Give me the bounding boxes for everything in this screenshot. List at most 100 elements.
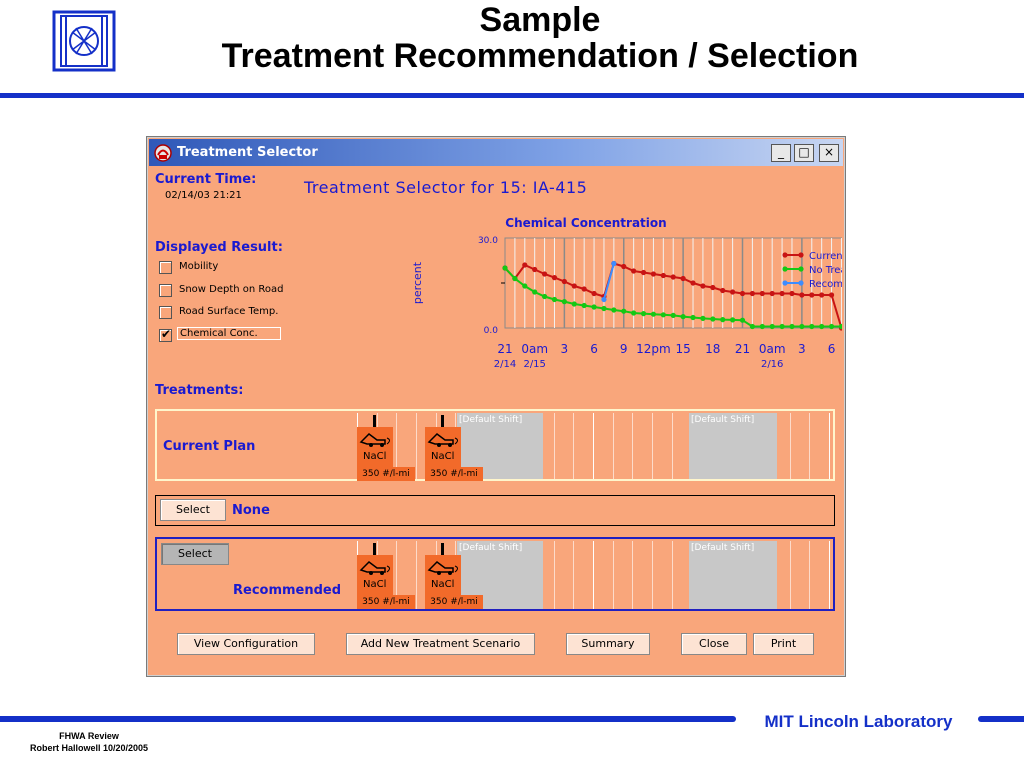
plow-truck-icon	[427, 561, 458, 575]
treatment-marker	[373, 415, 376, 429]
x-tick-label: 6	[590, 342, 598, 356]
chemical-concentration-chart: Chemical Concentration percent 30.0 0.0 …	[411, 216, 842, 370]
checkbox-box[interactable]: ✔	[159, 327, 172, 342]
series-point	[710, 284, 716, 291]
default-shift-block[interactable]: [Default Shift]	[689, 541, 777, 609]
timeline-grid-line	[829, 413, 830, 479]
select-none-button[interactable]: Select	[160, 499, 226, 521]
treatment-chemical: NaCl	[431, 451, 455, 462]
series-point	[680, 275, 686, 282]
select-recommended-button[interactable]: Select	[161, 543, 229, 565]
y-tick-min: 0.0	[484, 326, 499, 336]
print-button[interactable]: Print	[753, 633, 814, 655]
series-point	[799, 292, 805, 298]
series-point	[561, 278, 567, 285]
treatment-block	[425, 555, 461, 595]
timeline-grid-line	[416, 541, 417, 609]
footer-credits: FHWA Review Robert Hallowell 10/20/2005	[14, 730, 164, 754]
legend-entry: Current Plan (Rec)	[809, 251, 842, 262]
series-point	[720, 317, 726, 323]
x-tick-label: 12pm	[636, 342, 671, 356]
timeline-grid-line	[672, 541, 673, 609]
series-point	[819, 323, 825, 330]
default-shift-block[interactable]: [Default Shift]	[689, 413, 777, 479]
timeline-grid-line	[593, 541, 594, 609]
checkbox-box[interactable]	[159, 306, 172, 319]
panel-recommended: Select Recommended [Default Shift] [Defa…	[155, 537, 835, 611]
series-point	[621, 263, 627, 270]
legend-swatch-dot	[782, 266, 788, 272]
timeline-grid-line	[632, 541, 633, 609]
timeline-grid-line	[652, 541, 653, 609]
close-button[interactable]: Close	[681, 633, 747, 655]
window-titlebar[interactable]: Treatment Selector _ □ ×	[149, 139, 843, 166]
footer-lab-name: MIT Lincoln Laboratory	[764, 712, 953, 731]
checkbox-label: Road Surface Temp.	[179, 306, 279, 317]
timeline-grid-line	[554, 413, 555, 479]
treatment-rate: 350 #/l-mi	[425, 467, 483, 481]
slide-title-line1: Sample	[479, 1, 601, 39]
timeline-grid-line	[652, 413, 653, 479]
series-point	[730, 317, 736, 323]
checkbox-box[interactable]	[159, 284, 172, 297]
series-point	[739, 290, 746, 297]
series-point	[660, 312, 666, 318]
series-point	[631, 310, 637, 316]
minimize-button[interactable]: _	[771, 144, 791, 162]
default-shift-label: [Default Shift]	[691, 543, 755, 553]
x-date-label: 2/14	[494, 359, 516, 370]
footer-author: Robert Hallowell 10/20/2005	[29, 743, 149, 753]
series-point	[512, 275, 518, 282]
add-treatment-scenario-button[interactable]: Add New Treatment Scenario	[346, 633, 535, 655]
x-tick-label: 9	[620, 342, 628, 356]
series-point	[828, 323, 835, 330]
series-line-2	[602, 263, 615, 300]
series-point	[591, 304, 597, 310]
mit-ll-logo-icon	[52, 10, 116, 72]
series-point	[621, 308, 627, 314]
series-point	[759, 323, 765, 330]
x-tick-label: 21	[735, 342, 750, 356]
recommended-label: Recommended	[233, 583, 342, 598]
treatment-rate: 350 #/l-mi	[425, 595, 483, 609]
series-point	[789, 290, 795, 297]
close-window-button[interactable]: ×	[819, 144, 839, 162]
x-date-label: 2/16	[761, 359, 783, 370]
series-point	[769, 290, 775, 297]
series-point	[541, 271, 548, 277]
series-point	[571, 283, 577, 289]
slide-title-line2: Treatment Recommendation / Selection	[221, 37, 859, 75]
checkmark-icon: ✔	[161, 327, 172, 341]
legend-swatch-dot	[798, 266, 804, 272]
timeline-grid-line	[613, 413, 614, 479]
x-tick-label: 3	[561, 342, 569, 356]
legend-swatch-dot	[798, 252, 804, 258]
legend-swatch-dot	[798, 280, 804, 286]
treatment-rate: 350 #/l-mi	[357, 467, 415, 481]
series-point	[680, 314, 686, 320]
y-axis-label: percent	[411, 261, 424, 304]
timeline-grid-line	[416, 413, 417, 479]
current-plan-timeline: [Default Shift] [Default Shift] NaCl 350…	[357, 413, 830, 481]
maximize-button[interactable]: □	[794, 144, 814, 162]
timeline-grid-line	[613, 541, 614, 609]
title-divider	[0, 93, 1024, 98]
summary-button[interactable]: Summary	[566, 633, 650, 655]
footer-divider-left	[0, 716, 736, 722]
series-point	[838, 323, 842, 330]
series-point	[541, 293, 548, 300]
x-tick-label: 3	[798, 342, 806, 356]
x-tick-label: 15	[675, 342, 690, 356]
treatment-block	[357, 427, 393, 467]
series-point	[749, 290, 755, 297]
checkbox-box[interactable]	[159, 261, 172, 274]
selector-heading: Treatment Selector for 15: IA-415	[304, 178, 588, 197]
series-point	[670, 312, 676, 318]
series-point	[551, 296, 558, 303]
treatment-block	[357, 555, 393, 595]
x-date-label: 2/15	[523, 359, 545, 370]
timeline-grid-line	[790, 413, 791, 479]
legend-entry: No Treatment	[809, 265, 842, 276]
view-configuration-button[interactable]: View Configuration	[177, 633, 315, 655]
series-point	[660, 272, 666, 279]
